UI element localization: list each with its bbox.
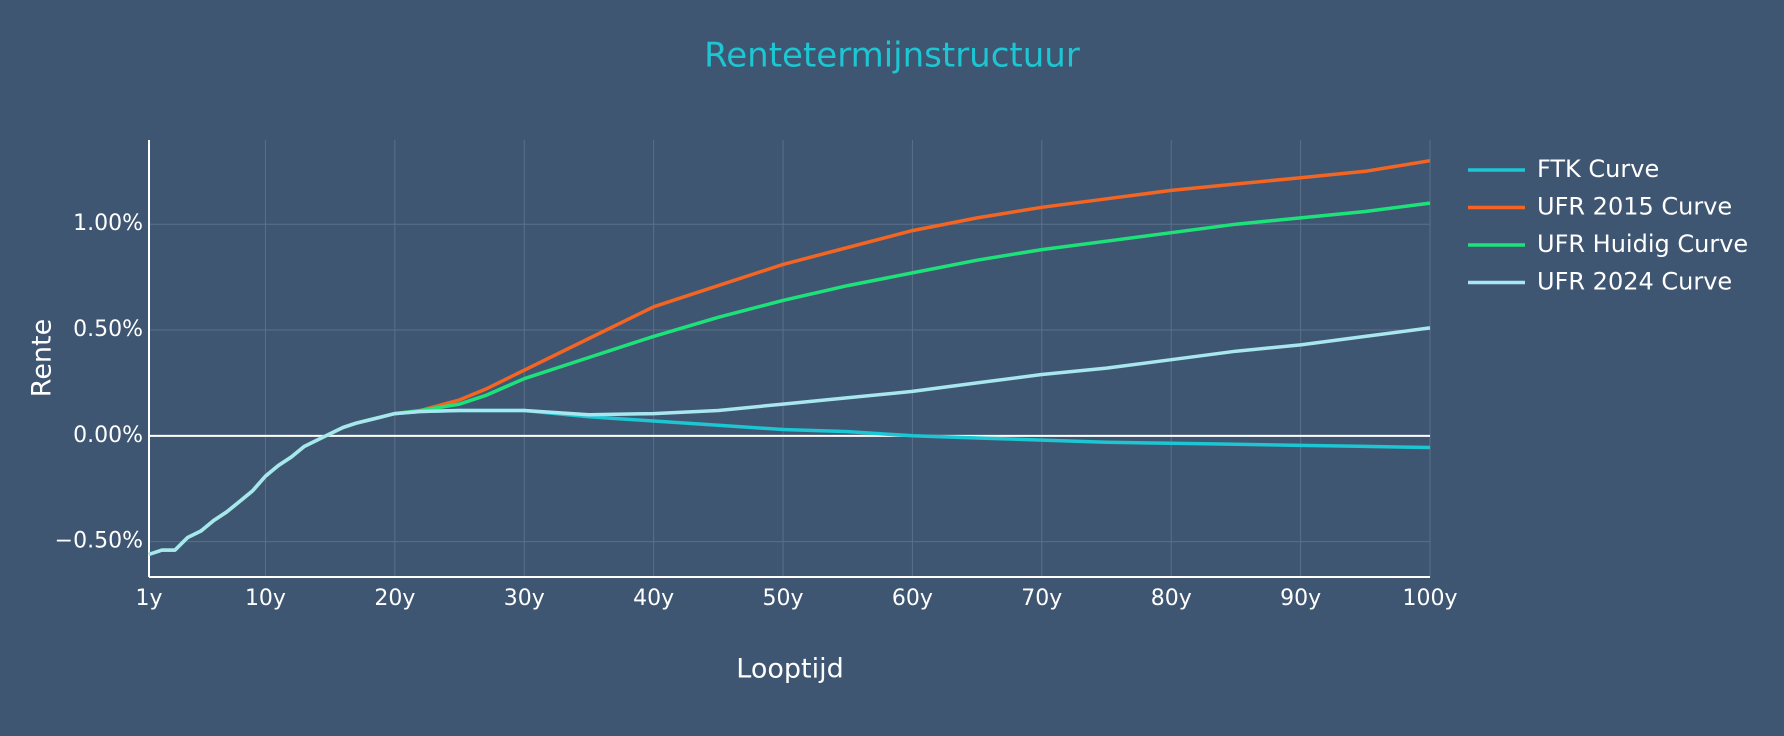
chart-title: Rentetermijnstructuur (704, 36, 1080, 76)
legend-label[interactable]: UFR 2024 Curve (1537, 268, 1732, 296)
y-tick-label: 0.50% (73, 317, 143, 342)
legend-label[interactable]: UFR 2015 Curve (1537, 193, 1732, 221)
x-tick-label: 10y (245, 586, 286, 611)
x-tick-label: 20y (374, 586, 415, 611)
y-axis-title: Rente (27, 319, 58, 397)
x-tick-label: 90y (1280, 586, 1321, 611)
x-tick-label: 100y (1402, 586, 1457, 611)
x-tick-label: 60y (892, 586, 933, 611)
y-tick-label: −0.50% (55, 529, 143, 554)
line-series (148, 326, 1431, 557)
y-tick-label: 0.00% (73, 423, 143, 448)
y-tick-label: 1.00% (73, 211, 143, 236)
x-tick-label: 1y (135, 586, 162, 611)
x-tick-label: 50y (763, 586, 804, 611)
x-tick-label: 40y (633, 586, 674, 611)
legend-label[interactable]: UFR Huidig Curve (1537, 230, 1748, 258)
x-tick-label: 70y (1021, 586, 1062, 611)
x-axis-title: Looptijd (736, 654, 843, 685)
x-tick-label: 80y (1151, 586, 1192, 611)
x-tick-label: 30y (504, 586, 545, 611)
legend-label[interactable]: FTK Curve (1537, 155, 1659, 183)
